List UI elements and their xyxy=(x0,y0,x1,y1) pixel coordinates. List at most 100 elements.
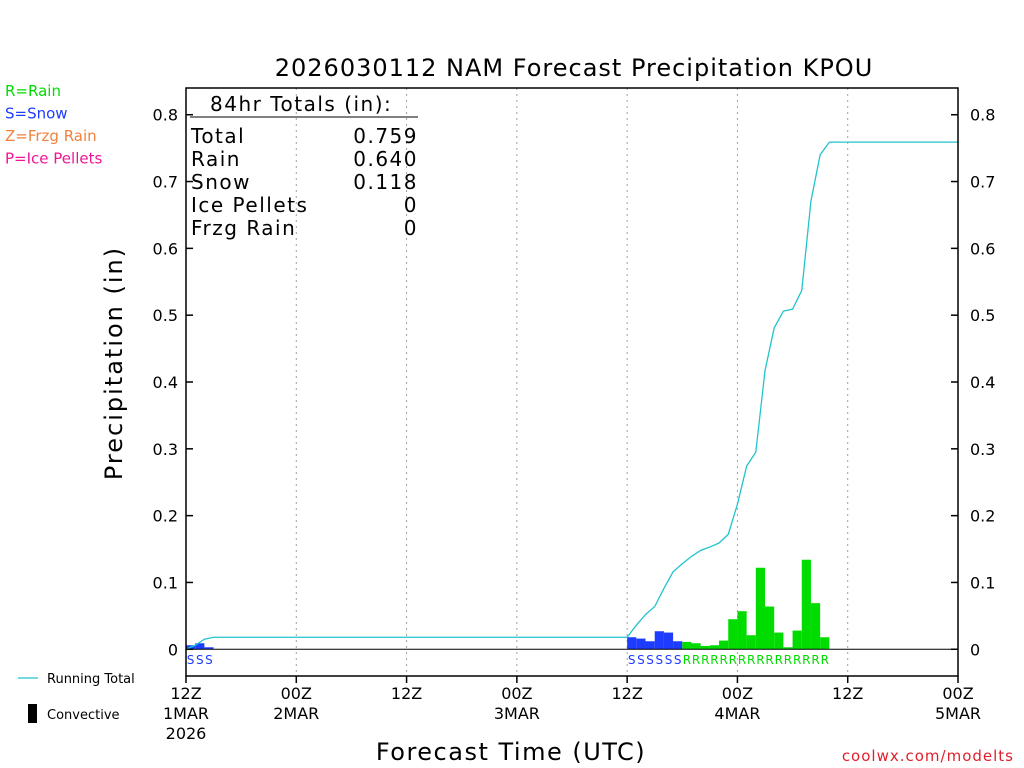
precip-bar-snow xyxy=(636,638,646,650)
grid-lines xyxy=(295,88,849,676)
y-tick-label-right: 0.3 xyxy=(970,440,995,459)
ptype-code-snow: S xyxy=(196,653,204,667)
totals-row-value: 0 xyxy=(404,193,418,217)
chart-title: 2026030112 NAM Forecast Precipitation KP… xyxy=(275,54,874,82)
ptype-code-rain: R xyxy=(811,653,819,667)
ptype-code-snow: S xyxy=(637,653,645,667)
ptype-code-snow: S xyxy=(628,653,636,667)
totals-row-value: 0.640 xyxy=(353,147,418,171)
precip-bar-rain xyxy=(792,630,802,650)
y-tick-label-left: 0.4 xyxy=(153,373,178,392)
precip-bars xyxy=(186,559,830,650)
ptype-code-snow: S xyxy=(665,653,673,667)
precip-bar-rain xyxy=(820,637,830,650)
precip-bar-snow xyxy=(204,647,214,650)
ptype-code-rain: R xyxy=(793,653,801,667)
ptype-code-rain: R xyxy=(710,653,718,667)
ptype-legend-rain: R=Rain xyxy=(5,82,61,100)
convective-swatch xyxy=(28,704,37,723)
totals-row-label: Frzg Rain xyxy=(191,216,296,240)
ptype-code-snow: S xyxy=(646,653,654,667)
ptype-code-rain: R xyxy=(775,653,783,667)
y-tick-label-left: 0 xyxy=(168,640,178,659)
ptype-code-snow: S xyxy=(674,653,682,667)
running-total-line xyxy=(185,141,958,650)
x-tick-label: 12Z xyxy=(611,684,642,703)
x-tick-label: 2026 xyxy=(166,724,207,743)
ptype-code-rain: R xyxy=(784,653,792,667)
ptype-code-rain: R xyxy=(765,653,773,667)
x-tick-label: 2MAR xyxy=(273,704,319,723)
y-tick-label-right: 0.1 xyxy=(970,573,995,592)
x-tick-label: 12Z xyxy=(832,684,863,703)
precip-bar-rain xyxy=(700,645,710,650)
totals-row-value: 0.759 xyxy=(353,124,418,148)
ptype-code-snow: S xyxy=(655,653,663,667)
totals-header: 84hr Totals (in): xyxy=(210,92,392,116)
x-tick-label: 00Z xyxy=(942,684,973,703)
x-tick-label: 12Z xyxy=(391,684,422,703)
x-tick-label: 00Z xyxy=(722,684,753,703)
precip-bar-rain xyxy=(682,641,692,650)
ptype-code-rain: R xyxy=(729,653,737,667)
ptype-code-snow: S xyxy=(205,653,213,667)
x-axis-title: Forecast Time (UTC) xyxy=(376,738,646,766)
precip-bar-snow xyxy=(673,641,683,650)
totals-row-value: 0 xyxy=(404,216,418,240)
precip-bar-snow xyxy=(195,643,205,650)
credit-text: coolwx.com/modelts xyxy=(842,747,1014,765)
totals-row-label: Total xyxy=(190,124,245,148)
convective-legend-label: Convective xyxy=(47,708,120,723)
precip-bar-rain xyxy=(746,635,756,650)
y-axis-title: Precipitation (in) xyxy=(100,246,128,480)
precip-bar-rain xyxy=(755,567,765,650)
y-tick-label-left: 0.8 xyxy=(153,106,178,125)
series-legend: Running Total Convective xyxy=(18,672,135,723)
y-tick-label-right: 0.6 xyxy=(970,239,995,258)
y-tick-label-left: 0.3 xyxy=(153,440,178,459)
precip-bar-rain xyxy=(691,643,701,650)
precip-bar-rain xyxy=(765,606,775,650)
ptype-code-rain: R xyxy=(802,653,810,667)
precip-bar-rain xyxy=(774,632,784,650)
totals-row-label: Snow xyxy=(191,170,251,194)
totals-box: 84hr Totals (in): Total 0.759 Rain 0.640 Sno… xyxy=(190,92,418,240)
y-tick-label-right: 0.2 xyxy=(970,507,995,526)
ptype-code-rain: R xyxy=(756,653,764,667)
y-tick-label-right: 0 xyxy=(970,640,980,659)
ptype-code-rain: R xyxy=(683,653,691,667)
y-tick-label-left: 0.7 xyxy=(153,173,178,192)
y-tick-label-left: 0.1 xyxy=(153,573,178,592)
ptype-code-rain: R xyxy=(719,653,727,667)
y-axis-ticks: 0 00.1 0.10.2 0.20.3 0.30.4 0.40.5 0.50.6 0.60.… xyxy=(153,106,996,660)
precip-bar-snow xyxy=(654,631,664,650)
y-tick-label-right: 0.4 xyxy=(970,373,995,392)
precip-bar-rain xyxy=(783,647,793,650)
totals-row-label: Ice Pellets xyxy=(191,193,308,217)
ptype-code-snow: S xyxy=(187,653,195,667)
x-tick-label: 5MAR xyxy=(935,704,981,723)
totals-row-label: Rain xyxy=(191,147,241,171)
ptype-legend-snow: S=Snow xyxy=(5,105,68,123)
x-tick-label: 00Z xyxy=(501,684,532,703)
x-tick-label: 3MAR xyxy=(494,704,540,723)
y-tick-label-right: 0.7 xyxy=(970,173,995,192)
precip-bar-snow xyxy=(663,632,674,650)
ptype-legend-ice_pellets: P=Ice Pellets xyxy=(5,150,102,168)
ptype-code-rain: R xyxy=(738,653,746,667)
ptype-legend-frzg_rain: Z=Frzg Rain xyxy=(5,127,97,145)
precip-bar-snow xyxy=(645,641,655,650)
totals-row-value: 0.118 xyxy=(353,170,418,194)
ptype-code-rain: R xyxy=(692,653,700,667)
running-total-legend-label: Running Total xyxy=(47,672,135,687)
x-tick-label: 00Z xyxy=(281,684,312,703)
y-tick-label-right: 0.5 xyxy=(970,306,995,325)
y-tick-label-left: 0.2 xyxy=(153,507,178,526)
ptype-legend: R=Rain S=Snow Z=Frzg Rain P=Ice Pellets xyxy=(5,82,102,168)
ptype-code-rain: R xyxy=(747,653,755,667)
